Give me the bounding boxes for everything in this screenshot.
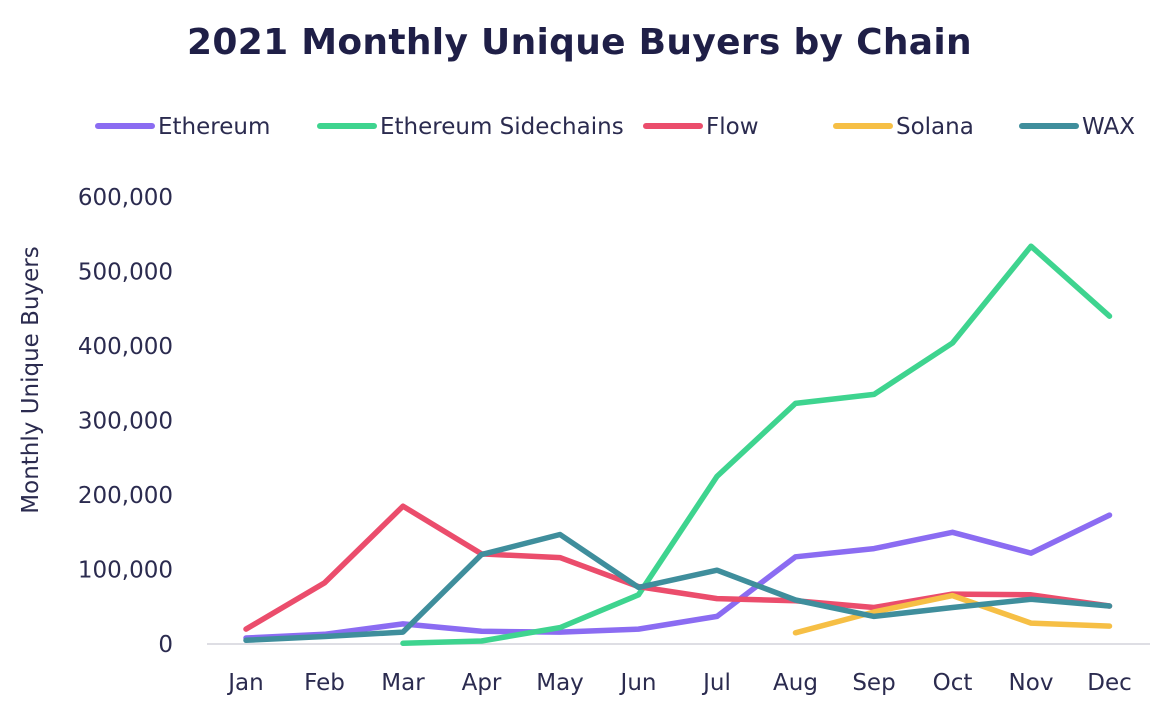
y-tick-label: 500,000 — [78, 260, 173, 286]
legend-label: WAX — [1082, 114, 1135, 140]
x-tick-label: Apr — [462, 670, 502, 696]
y-axis-tick-labels: 0 100,000 200,000 300,000 400,000 500,000 600,… — [78, 185, 173, 658]
series-line-flow — [243, 503, 1113, 632]
x-axis-tick-labels: Jan Feb Mar Apr May Jun Jul Aug Sep Oct Nov Dec — [226, 670, 1131, 696]
y-tick-label: 0 — [158, 632, 173, 658]
legend-item-ethereum: Ethereum — [95, 114, 270, 140]
x-tick-label: Mar — [381, 670, 425, 696]
y-tick-label: 300,000 — [78, 409, 173, 435]
y-tick-label: 100,000 — [78, 558, 173, 584]
series-line-ethereum-sidechains — [400, 243, 1113, 647]
y-tick-label: 200,000 — [78, 483, 173, 509]
legend-item-solana: Solana — [833, 114, 974, 140]
y-axis-title: Monthly Unique Buyers — [18, 246, 44, 513]
x-tick-label: Jan — [226, 670, 263, 696]
legend: Ethereum Ethereum Sidechains Flow Solana WAX — [95, 114, 1135, 140]
legend-item-wax: WAX — [1019, 114, 1135, 140]
y-tick-label: 600,000 — [78, 185, 173, 211]
legend-label: Solana — [896, 114, 974, 140]
series-lines — [243, 243, 1113, 647]
legend-item-flow: Flow — [643, 114, 759, 140]
legend-label: Ethereum — [158, 114, 270, 140]
x-tick-label: Sep — [852, 670, 895, 696]
legend-label: Ethereum Sidechains — [380, 114, 624, 140]
x-tick-label: Aug — [773, 670, 818, 696]
x-tick-label: Oct — [933, 670, 973, 696]
series-line-ethereum — [243, 512, 1113, 641]
series-line-solana — [792, 592, 1113, 636]
x-tick-label: Jul — [701, 670, 731, 696]
x-tick-label: Jun — [619, 670, 657, 696]
series-line-wax — [243, 531, 1113, 644]
x-tick-label: Dec — [1087, 670, 1132, 696]
x-tick-label: Nov — [1009, 670, 1054, 696]
legend-label: Flow — [706, 114, 759, 140]
legend-item-ethereum-sidechains: Ethereum Sidechains — [317, 114, 624, 140]
chart-title: 2021 Monthly Unique Buyers by Chain — [187, 22, 972, 63]
y-tick-label: 400,000 — [78, 334, 173, 360]
x-tick-label: May — [536, 670, 584, 696]
x-tick-label: Feb — [304, 670, 345, 696]
